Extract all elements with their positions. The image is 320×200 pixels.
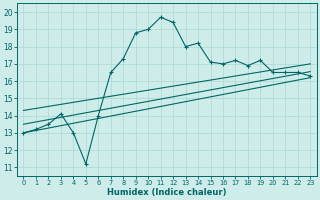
X-axis label: Humidex (Indice chaleur): Humidex (Indice chaleur)	[107, 188, 227, 197]
